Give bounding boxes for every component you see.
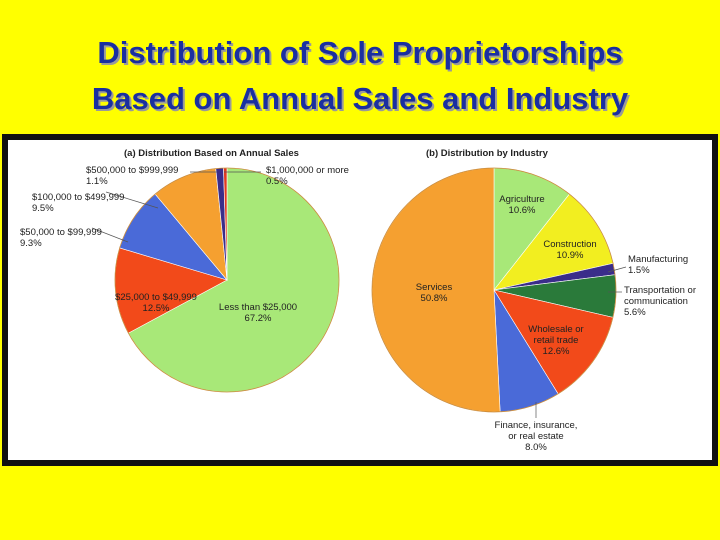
leader-line: [105, 191, 159, 209]
slice-label-construction: Construction 10.9%: [543, 239, 596, 261]
slice-label-finance-insurance-or-real-estate: Finance, insurance, or real estate 8.0%: [495, 420, 578, 453]
slice-label-50-000-to-99-999: $50,000 to $99,999 9.3%: [20, 227, 102, 249]
leader-line: [607, 266, 627, 273]
slice-label-manufacturing: Manufacturing 1.5%: [628, 254, 688, 276]
chart-title: (a) Distribution Based on Annual Sales: [124, 148, 299, 159]
slice-label-wholesale-or-retail-trade: Wholesale or retail trade 12.6%: [528, 324, 583, 357]
slide-title-line-2: Based on Annual Sales and Industry: [91, 81, 629, 116]
pie-wedges: [114, 167, 340, 393]
pie-outline: [371, 167, 617, 413]
pie-wedges: [371, 167, 617, 413]
slice-label-500-000-to-999-999: $500,000 to $999,999 1.1%: [86, 165, 178, 187]
pie-chart-annual-sales: (a) Distribution Based on Annual Sales Le…: [20, 148, 349, 393]
chart-panel: (a) Distribution Based on Annual Sales Le…: [8, 140, 712, 460]
slice-label-25-000-to-49-999: $25,000 to $49,999 12.5%: [115, 292, 197, 314]
slide-title-line-1: Distribution of Sole Proprietorships: [97, 35, 623, 70]
slice-label-less-than-25-000: Less than $25,000 67.2%: [219, 302, 297, 324]
slice-label-agriculture: Agriculture 10.6%: [499, 194, 544, 216]
slice-label-1-000-000-or-more: $1,000,000 or more 0.5%: [266, 165, 349, 187]
slice-label-transportation-or-communication: Transportation or communication 5.6%: [624, 285, 696, 318]
pie-charts-svg: (a) Distribution Based on Annual Sales Le…: [20, 148, 696, 453]
slide-title: Distribution of Sole Proprietorships Bas…: [0, 30, 720, 122]
leader-line: [91, 227, 129, 243]
chart-title: (b) Distribution by Industry: [426, 148, 549, 159]
chart-panel-frame: (a) Distribution Based on Annual Sales Le…: [2, 134, 718, 466]
pie-outline: [114, 167, 340, 393]
slice-label-100-000-to-499-999: $100,000 to $499,999 9.5%: [32, 192, 124, 214]
slice-label-services: Services 50.8%: [416, 282, 453, 304]
pie-chart-industry: (b) Distribution by Industry Agriculture 1…: [371, 148, 696, 453]
